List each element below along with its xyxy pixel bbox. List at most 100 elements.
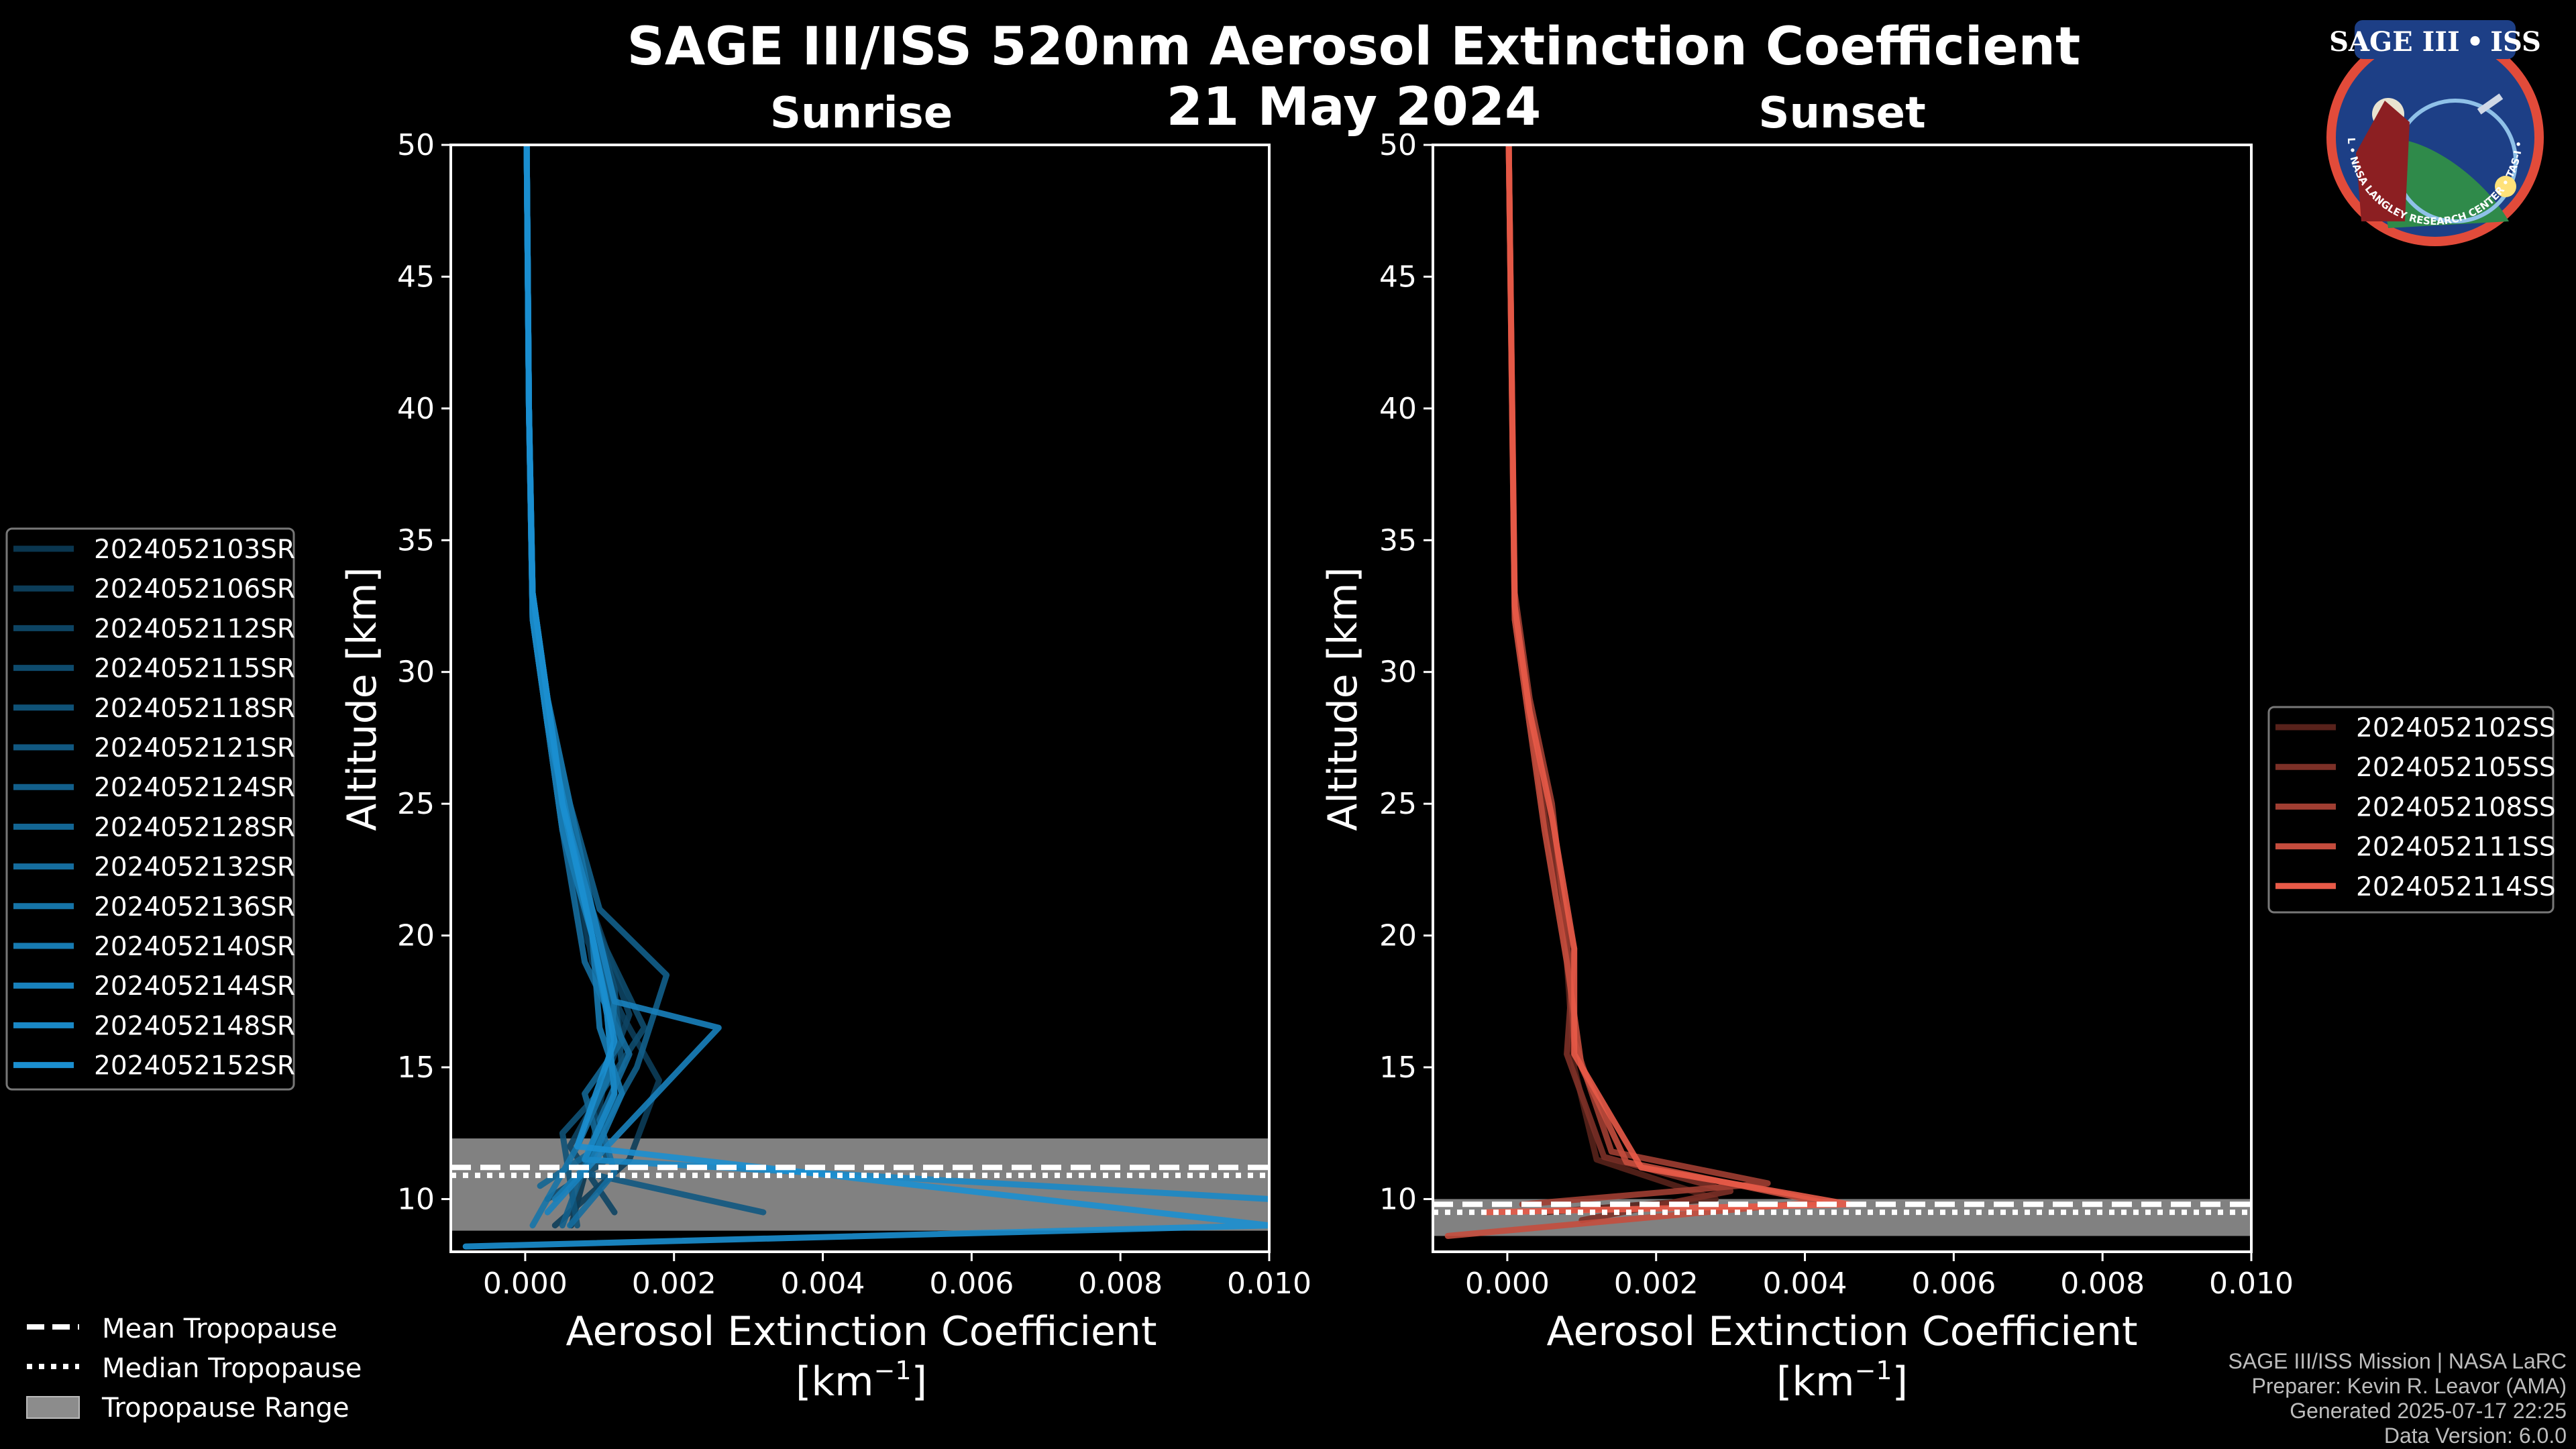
sunrise-xlabel: Aerosol Extinction Coefficient — [566, 1308, 1157, 1355]
sunset-ytick-label: 35 — [1379, 523, 1417, 557]
sunset-ytick-label: 40 — [1379, 392, 1417, 426]
sunrise-ytick-label: 35 — [397, 523, 435, 557]
sunset-legend-label: 2024052111SS — [2356, 833, 2556, 863]
sunset-ytick-label: 15 — [1379, 1051, 1417, 1085]
sunset-axes-frame — [1432, 144, 2253, 1253]
sunrise-panel: Sunrise 0.000 0.002 0.004 0.006 0.008 0.010 10… — [339, 89, 1311, 1405]
logo-sun-icon — [2495, 176, 2516, 197]
sunset-legend-label: 2024052108SS — [2356, 792, 2556, 822]
sunrise-ytick-label: 30 — [397, 655, 435, 690]
sunrise-ytick-label: 20 — [397, 919, 435, 953]
logo-title-dot: • — [2467, 26, 2484, 58]
median-tropopause-label: Median Tropopause — [102, 1353, 362, 1384]
sunrise-ytick-label: 25 — [397, 787, 435, 821]
sunset-xtick-label: 0.008 — [2060, 1267, 2145, 1301]
sunset-legend-label: 2024052102SS — [2356, 713, 2556, 743]
sunset-panel: Sunset 0.000 0.002 0.004 0.006 0.008 0.010 10 1… — [1320, 89, 2294, 1405]
sunset-ytick-label: 25 — [1379, 787, 1417, 821]
sunset-xtick-label: 0.004 — [1763, 1267, 1847, 1301]
footer-preparer: Preparer: Kevin R. Leavor (AMA) — [2252, 1374, 2567, 1398]
logo-station-icon — [2477, 93, 2504, 115]
sunrise-xtick-label: 0.004 — [781, 1267, 865, 1301]
figure-date: 21 May 2024 — [1167, 77, 1542, 138]
sunset-plot-area: 0.000 0.002 0.004 0.006 0.008 0.010 10 15 20 25 30… — [1379, 128, 2294, 1301]
sunrise-ytick-label: 50 — [397, 128, 435, 162]
sunrise-xunit-close: ] — [912, 1358, 927, 1405]
sunrise-legend-label: 2024052140SR — [94, 932, 295, 962]
sunset-xunit-exp: −1 — [1855, 1356, 1892, 1385]
sunset-legend: 2024052102SS 2024052105SS 2024052108SS 2024… — [2267, 706, 2556, 914]
sunrise-legend-label: 2024052124SR — [94, 773, 295, 803]
sunrise-legend-label: 2024052115SR — [94, 654, 295, 684]
figure-title: SAGE III/ISS 520nm Aerosol Extinction Co… — [627, 17, 2081, 77]
tropopause-legend: Mean Tropopause Median Tropopause Tropop… — [26, 1313, 362, 1424]
sunrise-ytick-label: 45 — [397, 260, 435, 294]
sunrise-legend-label: 2024052152SR — [94, 1051, 295, 1081]
logo-title: SAGE III • ISS — [2329, 26, 2541, 58]
sunrise-plot-area: 0.000 0.002 0.004 0.006 0.008 0.010 10 15 20 25 30… — [397, 128, 1311, 1301]
sunset-ytick-label: 20 — [1379, 919, 1417, 953]
sunrise-series-line-2024052152SR — [462, 145, 1269, 1250]
sunrise-ytick-label: 10 — [397, 1182, 435, 1216]
sunrise-subtitle: Sunrise — [770, 89, 953, 138]
logo-banner — [2355, 20, 2516, 59]
footer-data-version: Data Version: 6.0.0 — [2384, 1424, 2567, 1448]
sunrise-legend-label: 2024052128SR — [94, 812, 295, 843]
tropopause-range-swatch — [26, 1396, 80, 1419]
logo-figure-icon — [2356, 101, 2410, 221]
logo-earth-icon — [2375, 138, 2509, 228]
sunrise-legend: 2024052103SR 2024052106SR 2024052112SR 2024… — [5, 527, 295, 1091]
sunrise-xtick-label: 0.000 — [483, 1267, 568, 1301]
sunset-xtick-label: 0.002 — [1614, 1267, 1699, 1301]
sunset-ytick-label: 30 — [1379, 655, 1417, 690]
sunset-series-line-2024052105SS — [1505, 145, 1734, 1224]
sunrise-legend-frame — [5, 527, 295, 1091]
sunset-ytick-label: 50 — [1379, 128, 1417, 162]
sunrise-legend-label: 2024052118SR — [94, 694, 295, 724]
sunset-ytick-label: 10 — [1379, 1182, 1417, 1216]
sunrise-series-lines — [462, 145, 1269, 1250]
sunset-xtick-label: 0.010 — [2209, 1267, 2294, 1301]
sunset-xunit: [km−1] — [1776, 1356, 1908, 1405]
sunrise-xtick-label: 0.008 — [1078, 1267, 1163, 1301]
sunset-xlabel: Aerosol Extinction Coefficient — [1547, 1308, 2138, 1355]
sunrise-legend-label: 2024052103SR — [94, 535, 295, 565]
sunset-xunit-base: [km — [1776, 1358, 1855, 1405]
sunset-legend-frame — [2267, 706, 2555, 914]
mean-tropopause-label: Mean Tropopause — [102, 1313, 337, 1344]
sunset-legend-label: 2024052114SS — [2356, 872, 2556, 902]
logo-title-iss: ISS — [2490, 26, 2541, 58]
sunset-series-line-2024052108SS — [1505, 145, 1771, 1208]
sunset-xtick-label: 0.000 — [1465, 1267, 1550, 1301]
sunrise-legend-label: 2024052148SR — [94, 1011, 295, 1041]
sunset-series-line-2024052102SS — [1505, 145, 1719, 1216]
sunrise-ytick-label: 15 — [397, 1051, 435, 1085]
sunrise-xtick-label: 0.010 — [1227, 1267, 1311, 1301]
sunset-series-line-2024052114SS — [1482, 145, 1853, 1216]
sunrise-xtick-label: 0.002 — [632, 1267, 716, 1301]
sunrise-legend-label: 2024052121SR — [94, 733, 295, 763]
sunrise-xtick-label: 0.006 — [929, 1267, 1014, 1301]
sunrise-xunit-base: [km — [796, 1358, 874, 1405]
sunset-series-lines — [1444, 145, 1853, 1239]
sunrise-legend-label: 2024052112SR — [94, 614, 295, 644]
sunrise-legend-label: 2024052144SR — [94, 971, 295, 1002]
logo-title-sage: SAGE III — [2329, 26, 2460, 58]
sunrise-legend-label: 2024052132SR — [94, 853, 295, 883]
tropopause-range-label: Tropopause Range — [101, 1393, 350, 1424]
sunset-series-line-2024052111SS — [1444, 145, 1823, 1239]
sunrise-xunit: [km−1] — [796, 1356, 927, 1405]
sunset-subtitle: Sunset — [1758, 89, 1925, 138]
footer-generated: Generated 2025-07-17 22:25 — [2290, 1399, 2567, 1423]
sunset-ytick-label: 45 — [1379, 260, 1417, 294]
sunset-legend-label: 2024052105SS — [2356, 753, 2556, 783]
footer-mission: SAGE III/ISS Mission | NASA LaRC — [2229, 1349, 2567, 1373]
sunrise-legend-label: 2024052106SR — [94, 574, 295, 604]
sunrise-ylabel: Altitude [km] — [339, 567, 386, 831]
sunrise-ytick-label: 40 — [397, 392, 435, 426]
footer-credits: SAGE III/ISS Mission | NASA LaRC Prepare… — [2229, 1349, 2567, 1448]
sunset-xunit-close: ] — [1892, 1358, 1908, 1405]
sunrise-legend-label: 2024052136SR — [94, 892, 295, 922]
sunset-xtick-label: 0.006 — [1911, 1267, 1996, 1301]
